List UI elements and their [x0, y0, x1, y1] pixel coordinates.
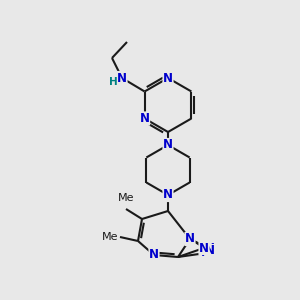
Text: N: N [163, 71, 173, 85]
Text: N: N [205, 244, 215, 257]
Text: H: H [109, 77, 117, 87]
Text: N: N [163, 188, 173, 202]
Text: N: N [149, 248, 159, 262]
Text: Me: Me [101, 232, 118, 242]
Text: N: N [140, 112, 150, 125]
Text: N: N [163, 139, 173, 152]
Text: N: N [185, 232, 195, 245]
Text: Me: Me [118, 193, 134, 203]
Text: N: N [205, 242, 215, 256]
Text: N: N [201, 247, 211, 260]
Text: N: N [117, 71, 127, 85]
Text: N: N [199, 242, 209, 254]
